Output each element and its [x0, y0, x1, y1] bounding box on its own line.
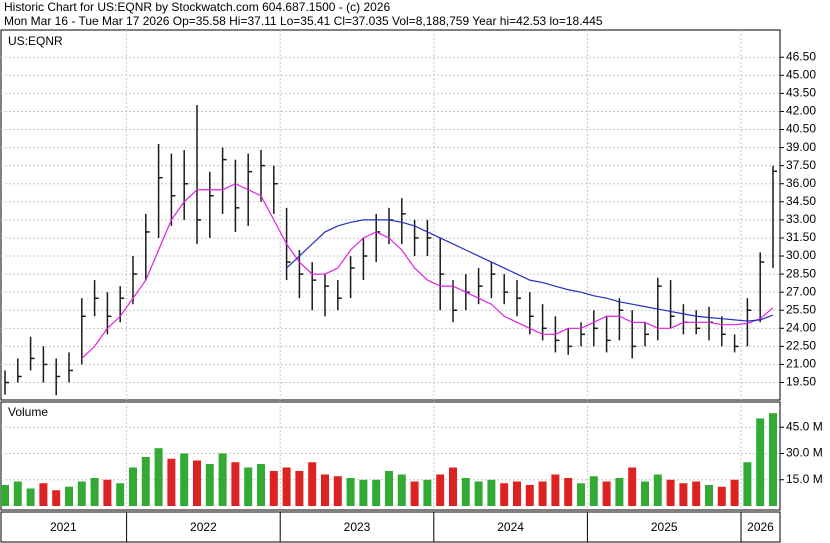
y-tick-label: 24.00	[786, 320, 816, 334]
price-panel	[0, 29, 781, 401]
year-label: 2024	[497, 520, 524, 534]
volume-bar	[513, 481, 521, 506]
volume-bar	[103, 479, 112, 506]
volume-bar	[167, 458, 176, 506]
volume-bar	[359, 479, 368, 506]
volume-bar	[1, 484, 9, 506]
volume-bar	[193, 460, 201, 506]
y-tick-label: 34.50	[786, 194, 816, 208]
y-tick-label: 19.50	[786, 375, 816, 389]
y-tick-label: 31.50	[786, 230, 816, 244]
symbol-label: US:EQNR	[8, 34, 63, 48]
volume-bar	[308, 462, 317, 506]
y-tick-label: 30.00	[786, 248, 816, 262]
volume-bar	[295, 470, 304, 506]
volume-bar	[666, 479, 675, 506]
volume-bar	[180, 453, 189, 506]
volume-bar	[410, 481, 419, 506]
volume-bar	[282, 467, 291, 506]
volume-bar	[385, 470, 393, 506]
volume-bar	[269, 470, 278, 506]
y-tick-label: 27.00	[786, 284, 816, 298]
volume-bar	[602, 481, 611, 506]
volume-bar	[231, 462, 240, 506]
volume-bar	[372, 479, 381, 506]
year-label: 2021	[50, 520, 77, 534]
volume-bar	[679, 483, 688, 506]
y-tick-label: 40.50	[786, 122, 816, 136]
volume-bar	[449, 467, 457, 506]
volume-bar	[436, 474, 445, 506]
volume-bar	[743, 462, 752, 506]
volume-bar	[257, 463, 265, 506]
year-label: 2026	[747, 520, 774, 534]
volume-bar	[641, 481, 649, 506]
volume-bar	[628, 467, 637, 506]
volume-bar	[205, 463, 214, 506]
volume-bar	[52, 490, 61, 506]
volume-bar	[730, 479, 739, 506]
volume-bar	[487, 479, 496, 506]
y-tick-label: 25.50	[786, 302, 816, 316]
volume-bar	[564, 477, 573, 506]
volume-bar	[769, 413, 777, 506]
y2-tick-label: 15.0 M	[786, 472, 823, 486]
y2-tick-label: 30.0 M	[786, 446, 823, 460]
volume-bar	[116, 483, 125, 506]
moving-average	[286, 219, 774, 322]
y-tick-label: 21.00	[786, 357, 816, 371]
y-tick-label: 43.50	[786, 86, 816, 100]
volume-panel	[0, 401, 781, 511]
y-tick-label: 22.50	[786, 339, 816, 353]
volume-bar	[39, 483, 48, 506]
volume-bar	[321, 474, 329, 506]
y-tick-label: 39.00	[786, 140, 816, 154]
volume-bar	[615, 477, 624, 506]
volume-bar	[474, 481, 483, 506]
volume-bar	[461, 477, 470, 506]
volume-bar	[65, 486, 73, 506]
volume-bar	[577, 483, 585, 506]
year-label: 2022	[190, 520, 217, 534]
volume-bar	[423, 479, 432, 506]
volume-bar	[653, 474, 662, 506]
volume-bar	[26, 488, 35, 506]
y-tick-label: 42.00	[786, 104, 816, 118]
y-tick-label: 46.50	[786, 49, 816, 63]
y-tick-label: 28.50	[786, 266, 816, 280]
volume-bar	[90, 477, 99, 506]
volume-bar	[346, 477, 355, 506]
moving-average	[81, 183, 774, 359]
year-label: 2023	[344, 520, 371, 534]
volume-bar	[717, 486, 726, 506]
chart-title: Historic Chart for US:EQNR by Stockwatch…	[4, 0, 390, 14]
volume-bar	[500, 483, 509, 506]
y2-tick-label: 45.0 M	[786, 419, 823, 433]
volume-bar	[705, 484, 713, 506]
volume-bar	[538, 481, 547, 506]
volume-bar	[551, 474, 560, 506]
volume-bar	[141, 456, 150, 506]
year-label: 2025	[651, 520, 678, 534]
volume-bar	[589, 476, 598, 506]
volume-bar	[333, 476, 342, 506]
y-tick-label: 36.00	[786, 176, 816, 190]
volume-bar	[154, 448, 163, 506]
y-tick-label: 33.00	[786, 212, 816, 226]
y-tick-label: 37.50	[786, 158, 816, 172]
volume-bar	[692, 481, 701, 506]
y-tick-label: 45.00	[786, 67, 816, 81]
volume-bar	[129, 467, 137, 506]
volume-bar	[756, 418, 765, 506]
volume-bar	[525, 484, 534, 506]
volume-bar	[13, 481, 22, 506]
volume-bar	[218, 453, 227, 506]
year-axis	[0, 511, 781, 543]
volume-bar	[244, 467, 253, 506]
chart-subtitle: Mon Mar 16 - Tue Mar 17 2026 Op=35.58 Hi…	[4, 14, 603, 28]
volume-bar	[397, 474, 406, 506]
volume-bar	[77, 481, 86, 506]
volume-label: Volume	[8, 405, 48, 419]
